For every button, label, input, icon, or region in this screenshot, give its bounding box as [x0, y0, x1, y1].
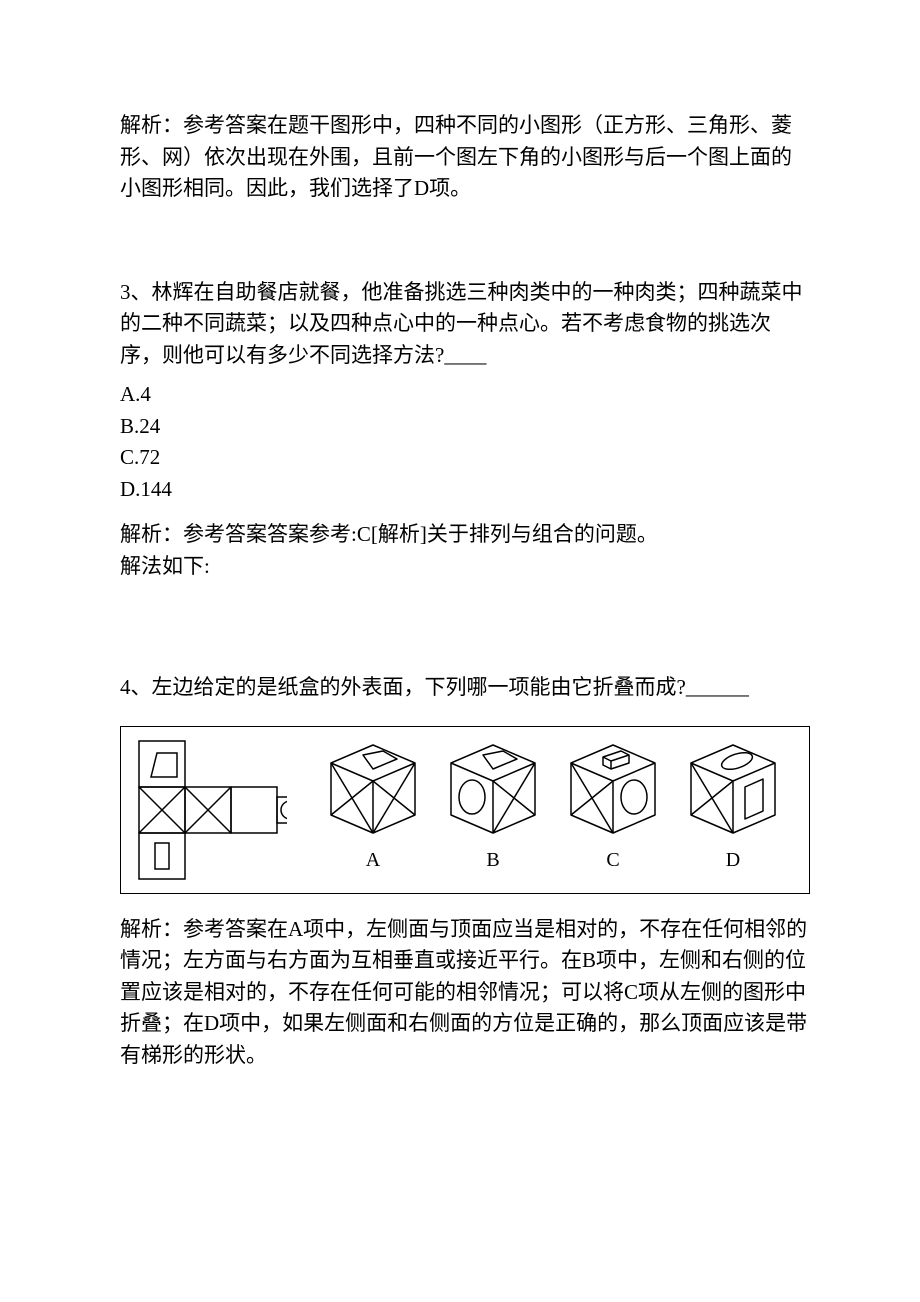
q3-option-b: B.24: [120, 411, 810, 443]
cube-option-a: A: [323, 739, 423, 875]
cube-d-label: D: [726, 845, 740, 875]
cube-option-d: D: [683, 739, 783, 875]
page-content: 解析：参考答案在题干图形中，四种不同的小图形（正方形、三角形、菱形、网）依次出现…: [0, 0, 920, 1139]
q4-explanation: 解析：参考答案在A项中，左侧面与顶面应当是相对的，不存在任何相邻的情况；左方面与…: [120, 914, 810, 1072]
q3-option-a: A.4: [120, 379, 810, 411]
cube-option-c: C: [563, 739, 663, 875]
q3-option-d: D.144: [120, 474, 810, 506]
q2-explanation: 解析：参考答案在题干图形中，四种不同的小图形（正方形、三角形、菱形、网）依次出现…: [120, 110, 810, 205]
cube-option-b: B: [443, 739, 543, 875]
q4-figure: A: [120, 726, 810, 894]
q3-stem: 3、林辉在自助餐店就餐，他准备挑选三种肉类中的一种肉类；四种蔬菜中的二种不同蔬菜…: [120, 277, 810, 372]
cube-a-label: A: [366, 845, 380, 875]
q3-explanation-line2: 解法如下:: [120, 551, 810, 583]
cube-c-icon: [563, 739, 663, 839]
cube-b-label: B: [486, 845, 499, 875]
cube-b-icon: [443, 739, 543, 839]
cube-a-icon: [323, 739, 423, 839]
q4-stem: 4、左边给定的是纸盒的外表面，下列哪一项能由它折叠而成?______: [120, 672, 810, 704]
cube-d-icon: [683, 739, 783, 839]
q3-option-c: C.72: [120, 442, 810, 474]
cube-net-diagram: [137, 739, 287, 889]
q3-explanation-line1: 解析：参考答案答案参考:C[解析]关于排列与组合的问题。: [120, 519, 810, 551]
cube-c-label: C: [606, 845, 619, 875]
